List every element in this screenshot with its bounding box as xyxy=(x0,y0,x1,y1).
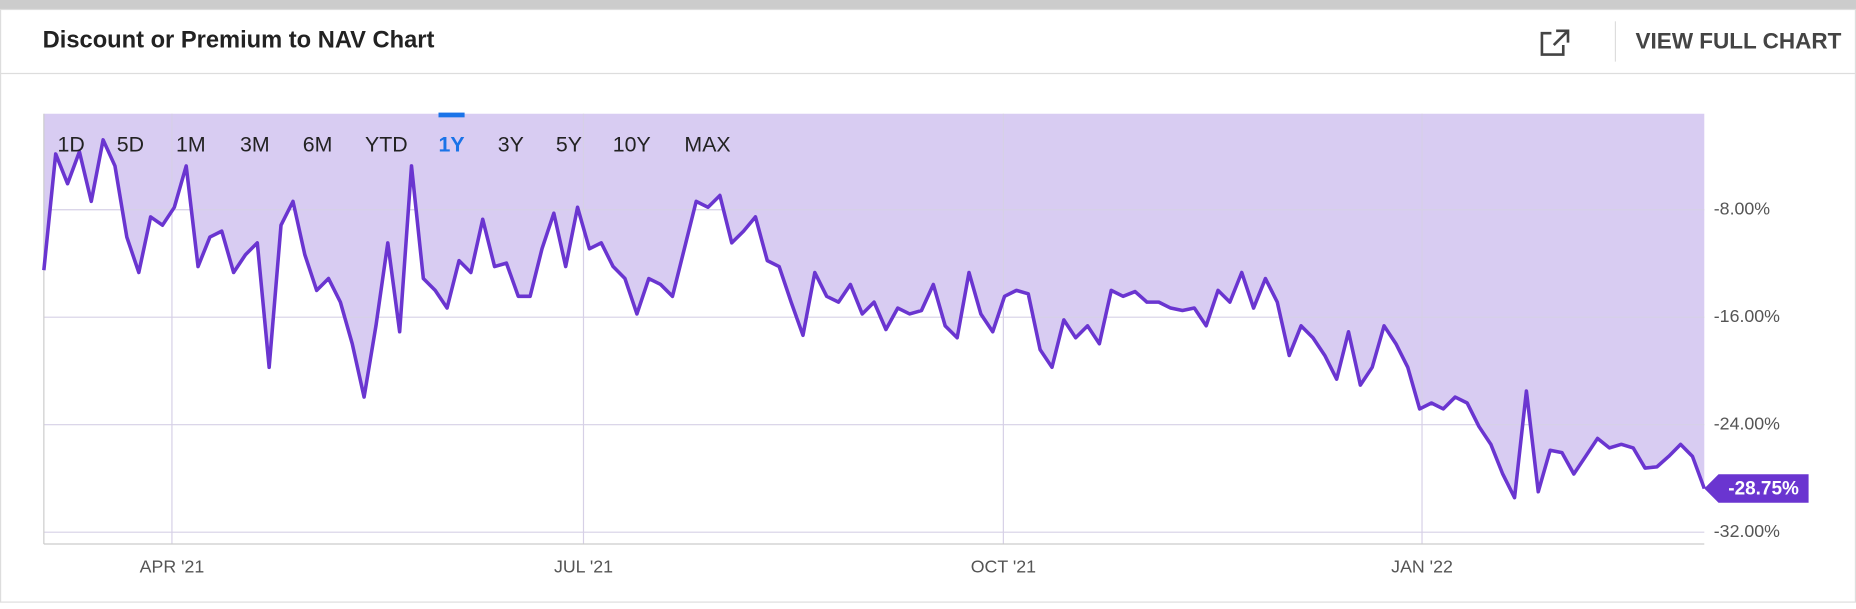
last-value-badge xyxy=(1704,474,1809,503)
view-full-chart[interactable]: VIEW FULL CHART xyxy=(1636,29,1842,54)
title: Discount or Premium to NAV Chart xyxy=(43,28,435,54)
frame xyxy=(0,8,1856,603)
range-button[interactable]: 5D xyxy=(117,132,144,156)
range-button[interactable]: 3Y xyxy=(498,132,524,156)
range-button[interactable]: YTD xyxy=(365,132,408,156)
range-button[interactable]: 6M xyxy=(303,132,333,156)
x-tick-label: JAN '22 xyxy=(1391,556,1453,576)
last-value-label: -28.75% xyxy=(1728,479,1799,500)
y-tick-label: -8.00% xyxy=(1714,198,1770,218)
external-link-icon[interactable] xyxy=(1540,29,1570,56)
y-tick-label: -16.00% xyxy=(1714,306,1780,326)
x-tick-label: JUL '21 xyxy=(554,556,613,576)
top-bar xyxy=(0,0,1856,10)
range-button[interactable]: MAX xyxy=(684,132,730,156)
y-tick-label: -32.00% xyxy=(1714,521,1780,541)
range-button[interactable]: 5Y xyxy=(556,132,582,156)
y-tick-label: -24.00% xyxy=(1714,413,1780,433)
range-button[interactable]: 3M xyxy=(240,132,270,156)
range-button[interactable]: 1D xyxy=(57,132,84,156)
range-button[interactable]: 10Y xyxy=(613,132,651,156)
x-tick-label: APR '21 xyxy=(140,556,205,576)
selected-indicator xyxy=(438,112,465,118)
range-button[interactable]: 1Y xyxy=(439,132,465,156)
range-button[interactable]: 1M xyxy=(176,132,206,156)
x-tick-label: OCT '21 xyxy=(971,556,1036,576)
line xyxy=(42,138,1706,500)
